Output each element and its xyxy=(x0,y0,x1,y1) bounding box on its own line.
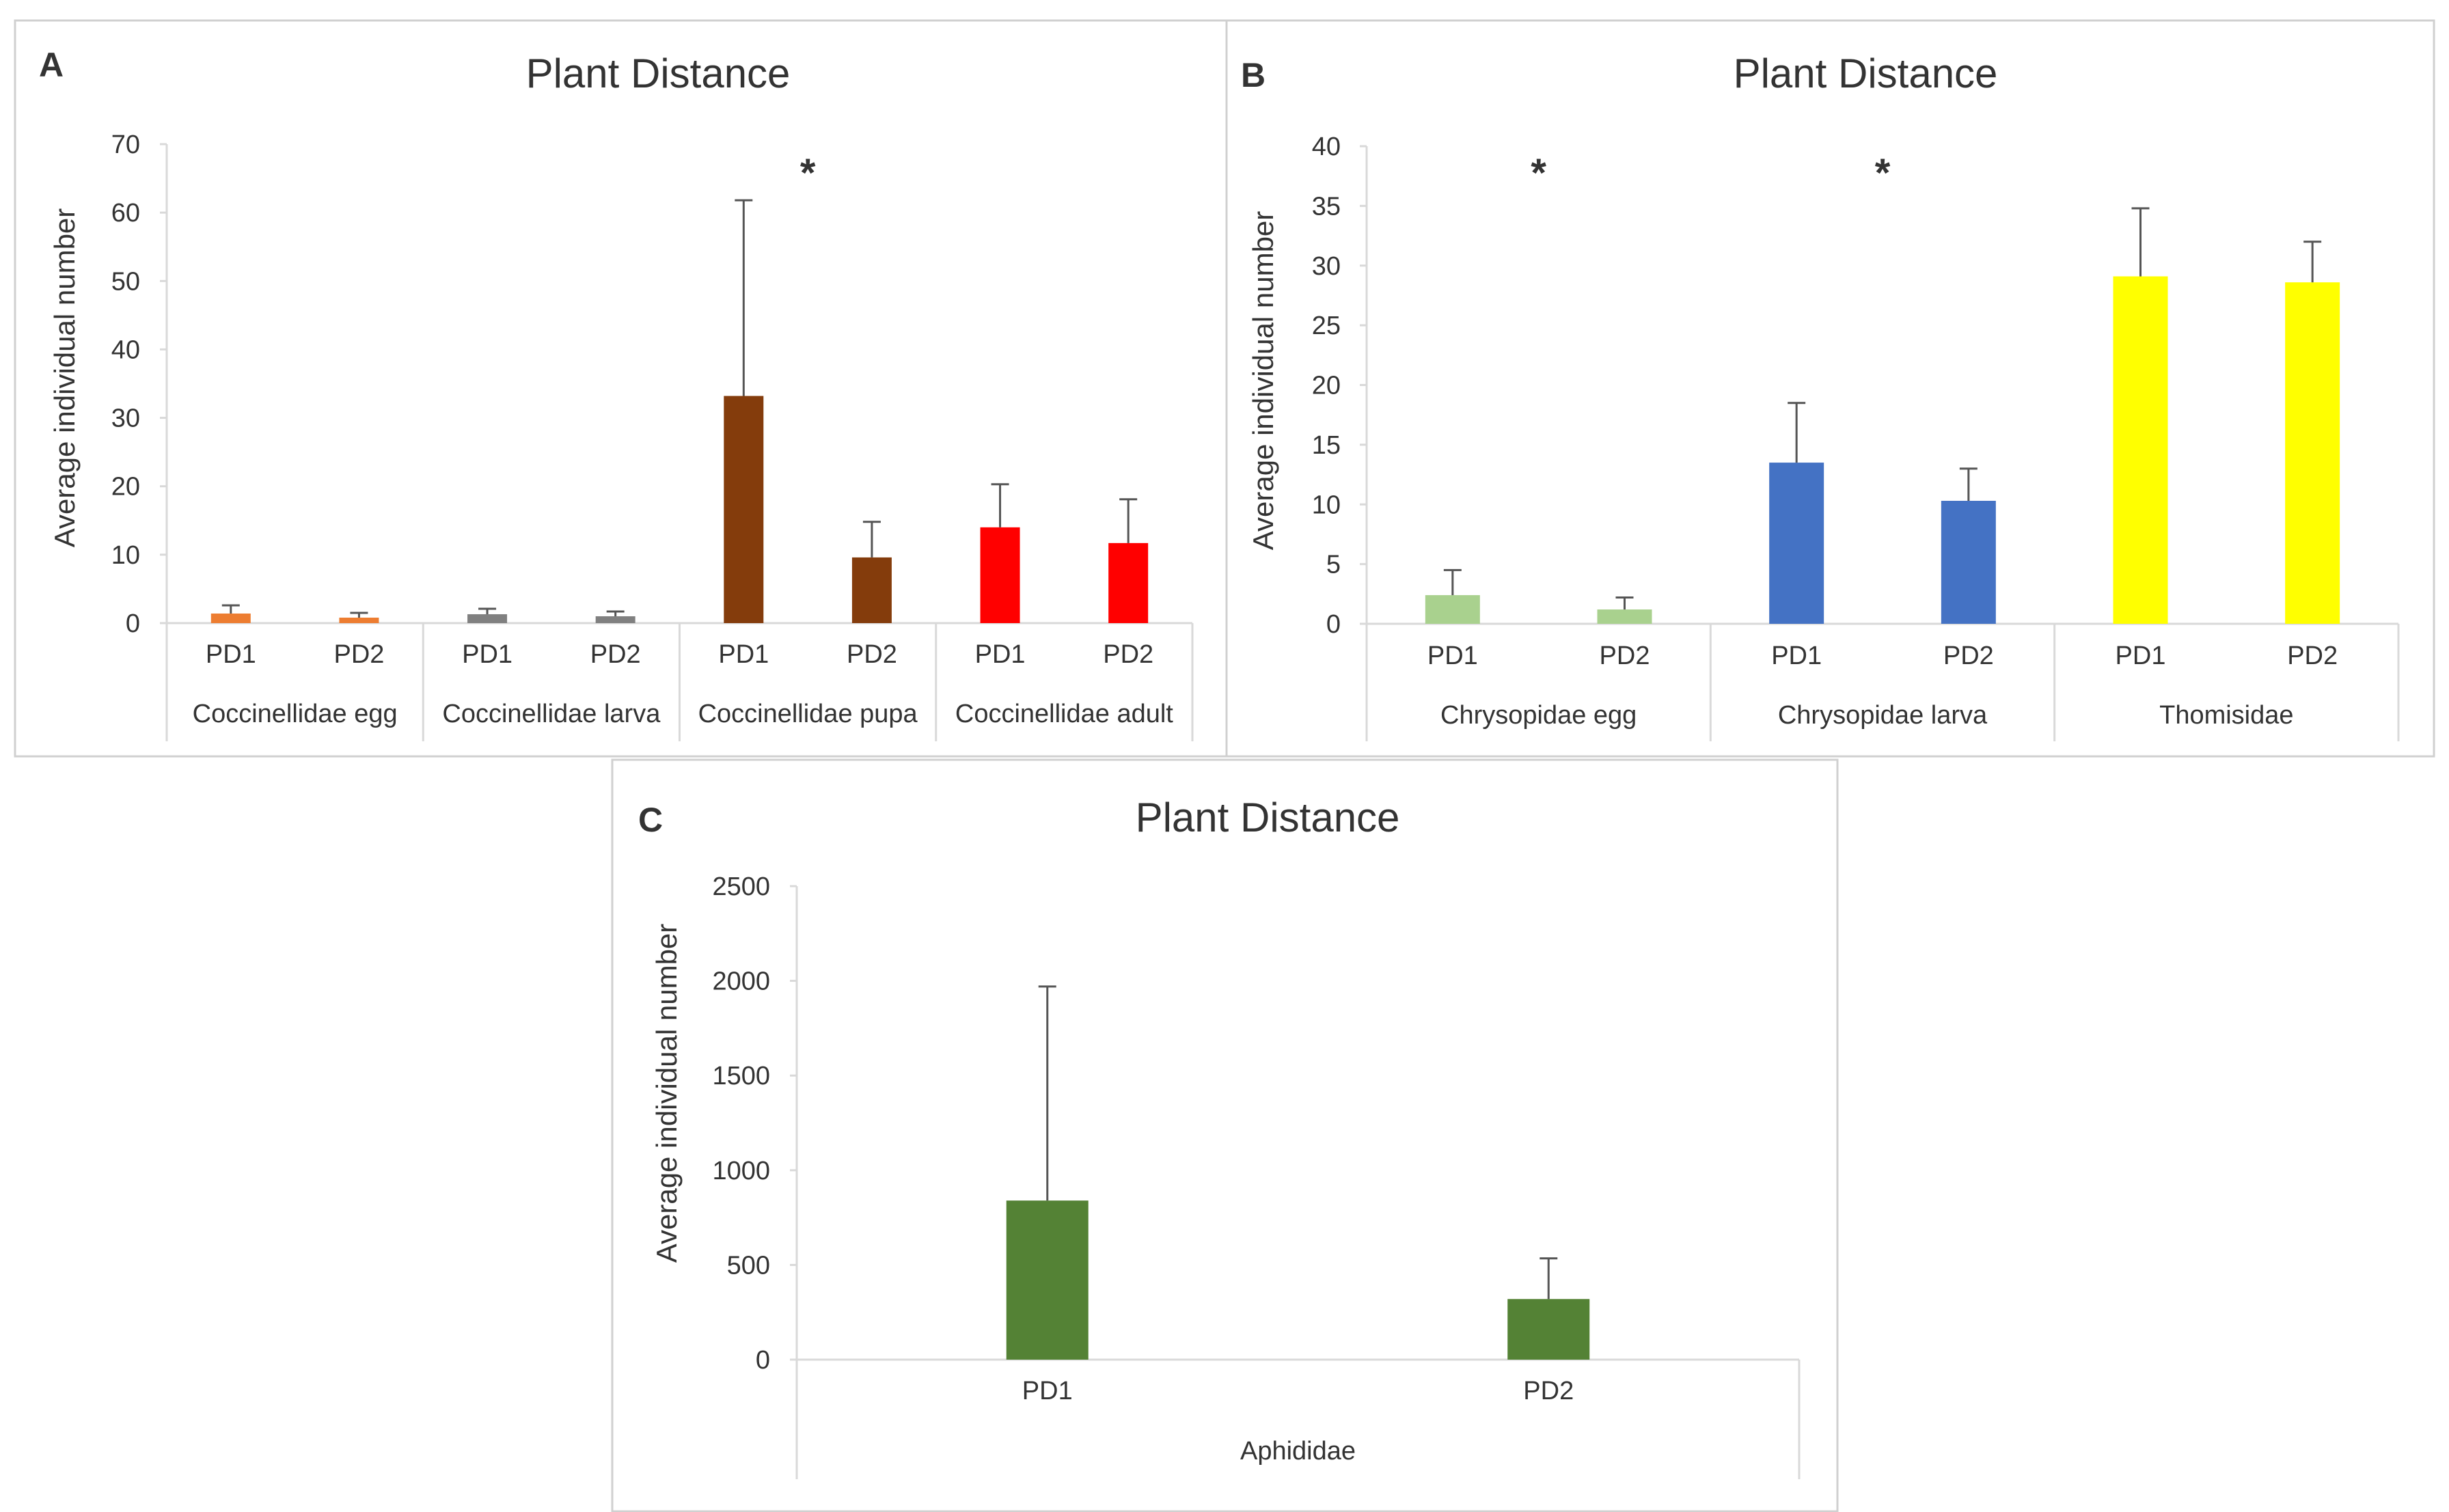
panel-b-significance-marker-chrysopidae-larva: * xyxy=(1875,151,1891,195)
panel-b-x-category-label: PD2 xyxy=(1600,642,1650,670)
panel-a-bar-coccinellidae-adult-pd2 xyxy=(1108,542,1149,623)
panel-b-y-tick-label: 30 xyxy=(1312,252,1341,281)
panel-b-x-category-label: PD2 xyxy=(1943,642,1994,670)
panel-a-x-category-label: PD1 xyxy=(206,640,256,669)
panel-b-y-tick-label: 10 xyxy=(1312,491,1341,519)
panel-a-x-category-label: PD1 xyxy=(718,640,769,669)
panel-a-y-tick-label: 70 xyxy=(111,130,140,159)
panel-c-frame xyxy=(611,758,1839,1512)
panel-a-x-category-label: PD2 xyxy=(847,640,897,669)
panel-c-y-tick-label: 1000 xyxy=(712,1157,770,1185)
panel-a-y-tick-label: 20 xyxy=(111,473,140,501)
panel-b-y-tick-label: 25 xyxy=(1312,312,1341,340)
panel-c-group-label-aphididae: Aphididae xyxy=(1240,1437,1356,1466)
panel-b-bar-chrysopidae-egg-pd1 xyxy=(1425,595,1480,624)
panel-a-significance-marker-coccinellidae-pupa: * xyxy=(800,151,816,195)
panel-b-y-axis-label: Average individual number xyxy=(1247,211,1279,551)
panel-a-bar-coccinellidae-egg-pd1 xyxy=(210,613,251,623)
panel-a-y-tick-label: 60 xyxy=(111,199,140,228)
panel-a-group-label-coccinellidae-adult: Coccinellidae adult xyxy=(955,700,1173,728)
panel-a-x-category-label: PD1 xyxy=(462,640,512,669)
panel-b-x-category-label: PD1 xyxy=(1427,642,1478,670)
panel-a-bar-coccinellidae-adult-pd1 xyxy=(980,527,1020,623)
panel-a-group-label-coccinellidae-pupa: Coccinellidae pupa xyxy=(698,700,918,728)
panel-b-title: Plant Distance xyxy=(1734,51,1998,96)
panel-b-bar-thomisidae-pd1 xyxy=(2113,276,2168,624)
panel-b-bar-chrysopidae-larva-pd2 xyxy=(1941,501,1996,624)
panel-b-y-tick-label: 35 xyxy=(1312,192,1341,221)
panel-c: C Plant Distance Average individual numb… xyxy=(611,758,1839,1512)
panel-a-x-category-label: PD2 xyxy=(333,640,384,669)
panel-a-y-tick-label: 30 xyxy=(111,404,140,433)
panel-c-x-category-label: PD1 xyxy=(1022,1377,1073,1405)
panel-b-significance-marker-chrysopidae-egg: * xyxy=(1531,151,1546,195)
panel-a-title: Plant Distance xyxy=(526,51,791,96)
panel-a-x-category-label: PD1 xyxy=(975,640,1026,669)
panel-b-letter: B xyxy=(1241,56,1265,94)
panel-a-y-tick-label: 50 xyxy=(111,267,140,296)
panel-c-y-tick-label: 0 xyxy=(756,1346,770,1375)
panel-c-x-category-label: PD2 xyxy=(1523,1377,1574,1405)
panel-c-y-tick-label: 2500 xyxy=(712,872,770,901)
panel-c-y-axis-label: Average individual number xyxy=(651,924,683,1263)
panel-c-y-tick-label: 2000 xyxy=(712,967,770,996)
panel-a-y-axis-label: Average individual number xyxy=(49,208,81,548)
panel-b-x-category-label: PD2 xyxy=(2287,642,2338,670)
panel-b-bar-thomisidae-pd2 xyxy=(2285,282,2340,624)
panel-a-y-tick-label: 40 xyxy=(111,335,140,364)
panel-a-bar-coccinellidae-pupa-pd1 xyxy=(724,396,764,623)
panel-b-group-label-chrysopidae-egg: Chrysopidae egg xyxy=(1440,701,1637,730)
panel-a-bar-coccinellidae-pupa-pd2 xyxy=(851,557,892,623)
panel-c-y-tick-label: 500 xyxy=(727,1251,770,1280)
panel-a-y-tick-label: 0 xyxy=(126,609,140,638)
panel-b-y-tick-label: 20 xyxy=(1312,372,1341,400)
panel-c-bar-aphididae-pd1 xyxy=(1006,1200,1089,1360)
panel-b: B Plant Distance Average individual numb… xyxy=(1225,19,2435,758)
panel-a-bar-coccinellidae-larva-pd1 xyxy=(467,614,508,623)
panel-c-letter: C xyxy=(638,801,663,839)
panel-b-group-label-thomisidae: Thomisidae xyxy=(2159,701,2293,730)
panel-a-group-label-coccinellidae-egg: Coccinellidae egg xyxy=(193,700,398,728)
panel-b-y-tick-label: 5 xyxy=(1326,551,1341,579)
panel-a-bar-coccinellidae-larva-pd2 xyxy=(595,616,635,623)
panel-a-group-label-coccinellidae-larva: Coccinellidae larva xyxy=(442,700,661,728)
panel-a-letter: A xyxy=(39,46,64,84)
panel-b-group-label-chrysopidae-larva: Chrysopidae larva xyxy=(1778,701,1988,730)
panel-b-y-tick-label: 15 xyxy=(1312,431,1341,460)
panel-c-bar-aphididae-pd2 xyxy=(1507,1299,1590,1360)
panel-a: A Plant Distance Average individual numb… xyxy=(14,19,1228,758)
panel-a-x-category-label: PD2 xyxy=(1103,640,1153,669)
panel-c-title: Plant Distance xyxy=(1136,795,1400,840)
panel-a-x-category-label: PD2 xyxy=(590,640,641,669)
panel-a-y-tick-label: 10 xyxy=(111,541,140,570)
panel-b-x-category-label: PD1 xyxy=(1771,642,1822,670)
panel-c-y-tick-label: 1500 xyxy=(712,1062,770,1090)
panel-b-y-tick-label: 40 xyxy=(1312,133,1341,161)
panel-b-bar-chrysopidae-egg-pd2 xyxy=(1597,609,1652,624)
panel-a-bar-coccinellidae-egg-pd2 xyxy=(339,617,379,623)
panel-b-bar-chrysopidae-larva-pd1 xyxy=(1769,463,1824,624)
panel-b-y-tick-label: 0 xyxy=(1326,610,1341,639)
panel-b-x-category-label: PD1 xyxy=(2116,642,2166,670)
panel-b-frame xyxy=(1225,19,2435,758)
